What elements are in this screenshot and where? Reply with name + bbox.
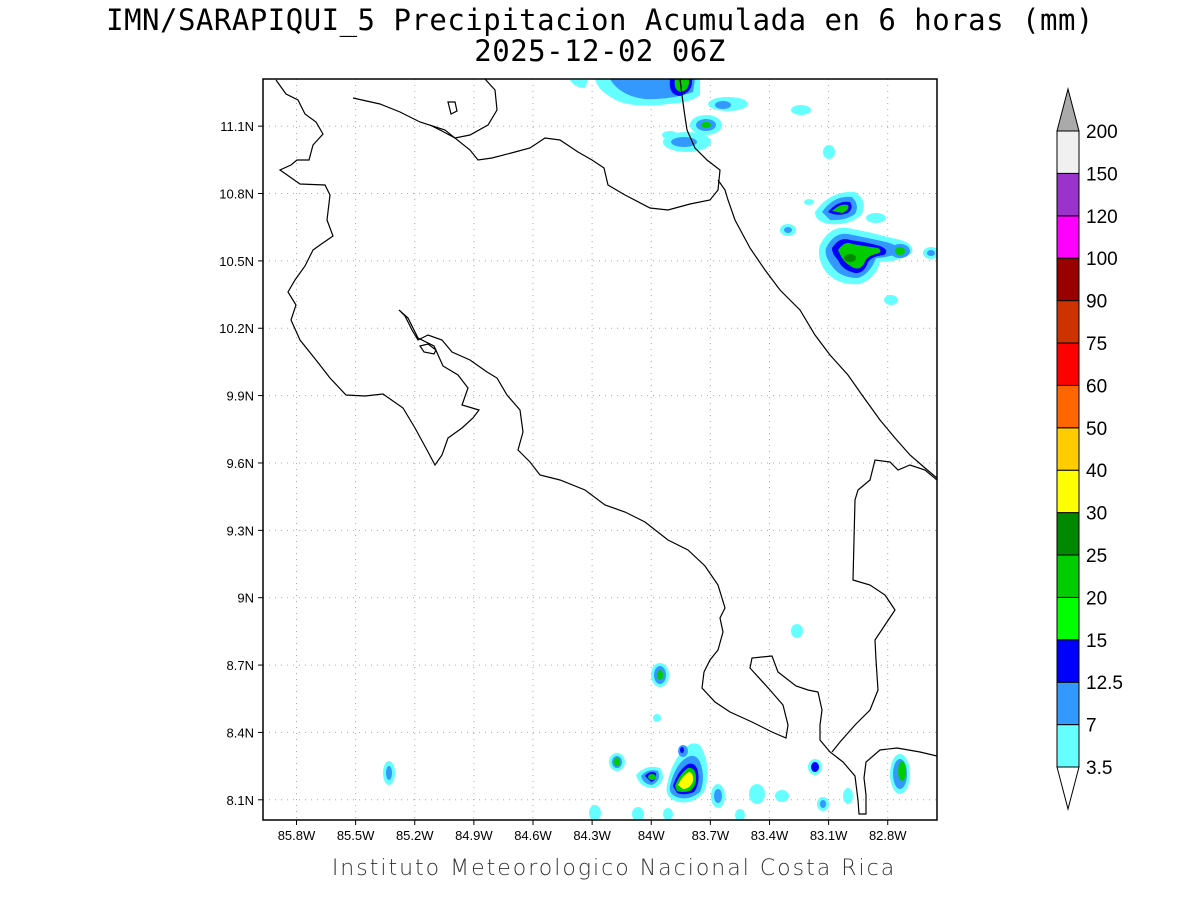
colorbar-lower-arrow — [1056, 766, 1080, 811]
lon-axis: 85.8W 85.5W 85.2W 84.9W 84.6W 84.3W 84W 83.7W 83… — [278, 820, 907, 843]
coastline — [275, 79, 937, 815]
colorbar-swatch — [1056, 596, 1080, 641]
lat-tick-label: 10.8N — [219, 187, 254, 202]
lat-tick-label: 9.9N — [227, 389, 254, 404]
colorbar-swatch — [1056, 512, 1080, 556]
rain-cell — [780, 191, 937, 305]
colorbar-swatch — [1056, 172, 1080, 217]
rain-cell — [570, 79, 700, 106]
lat-tick-label: 11.1N — [220, 119, 254, 134]
colorbar-label: 40 — [1086, 461, 1107, 482]
lon-tick-label: 85.8W — [278, 828, 316, 843]
colorbar-label: 150 — [1086, 164, 1118, 185]
lat-axis: 11.1N 10.8N 10.5N 10.2N 9.9N 9.6N 9.3N 9N 8.7N 8.… — [219, 119, 263, 808]
lat-tick-label: 8.4N — [227, 725, 254, 740]
colorbar-label: 7 — [1086, 716, 1097, 737]
colorbar-label: 20 — [1086, 588, 1107, 609]
lon-tick-label: 83.7W — [692, 828, 730, 843]
lat-tick-label: 9.6N — [227, 456, 254, 471]
colorbar-label: 12.5 — [1086, 673, 1123, 694]
colorbar-label: 90 — [1086, 292, 1107, 313]
colorbar-label: 3.5 — [1086, 758, 1112, 779]
lon-tick-label: 84.9W — [455, 828, 493, 843]
lon-tick-label: 85.2W — [396, 828, 434, 843]
map-title: IMN/SARAPIQUI_5 Precipitacion Acumulada … — [106, 3, 1094, 37]
colorbar-upper-arrow — [1056, 87, 1080, 132]
colorbar-swatch — [1056, 300, 1080, 344]
lat-tick-label: 9.3N — [227, 523, 254, 538]
colorbar-label: 75 — [1086, 334, 1107, 355]
colorbar-swatch — [1056, 681, 1080, 726]
rain-cell — [662, 97, 835, 159]
lat-tick-label: 8.7N — [227, 658, 254, 673]
colorbar-swatch — [1056, 342, 1080, 386]
colorbar-swatch — [1056, 724, 1080, 768]
map-frame — [262, 78, 938, 821]
colorbar-label: 15 — [1086, 631, 1107, 652]
colorbar-swatch — [1056, 257, 1080, 302]
colorbar-swatch — [1056, 639, 1080, 683]
colorbar-swatch — [1056, 469, 1080, 514]
lon-tick-label: 84W — [638, 828, 665, 843]
lat-tick-label: 8.1N — [227, 793, 254, 808]
colorbar-swatch — [1056, 554, 1080, 598]
map-subtitle: 2025-12-02 06Z — [474, 34, 726, 68]
lat-tick-label: 10.5N — [219, 254, 254, 269]
lat-tick-label: 10.2N — [219, 321, 254, 336]
colorbar-label: 100 — [1086, 249, 1118, 270]
colorbar-swatch — [1056, 215, 1080, 259]
lon-tick-label: 82.8W — [869, 828, 907, 843]
lon-tick-label: 83.4W — [751, 828, 789, 843]
colorbar-label: 60 — [1086, 376, 1107, 397]
precipitation-field — [383, 79, 937, 820]
credit-text: Instituto Meteorologico Nacional Costa R… — [331, 856, 897, 881]
lon-tick-label: 84.6W — [514, 828, 552, 843]
colorbar-swatch — [1056, 427, 1080, 471]
colorbar-label: 30 — [1086, 504, 1107, 525]
colorbar-label: 200 — [1086, 122, 1118, 143]
colorbar-label: 50 — [1086, 419, 1107, 440]
lat-tick-label: 9N — [237, 591, 254, 606]
colorbar-label: 25 — [1086, 546, 1107, 567]
rain-cell — [383, 624, 910, 820]
colorbar-label: 120 — [1086, 207, 1118, 228]
map-grid — [263, 79, 937, 820]
lon-tick-label: 84.3W — [573, 828, 611, 843]
lon-tick-label: 83.1W — [810, 828, 848, 843]
colorbar-swatch — [1056, 384, 1080, 429]
colorbar-swatch — [1056, 130, 1080, 174]
lon-tick-label: 85.5W — [337, 828, 375, 843]
colorbar: 3.5 7 12.5 15 20 25 30 40 50 60 75 90 100 120 150 200 — [1056, 87, 1123, 811]
